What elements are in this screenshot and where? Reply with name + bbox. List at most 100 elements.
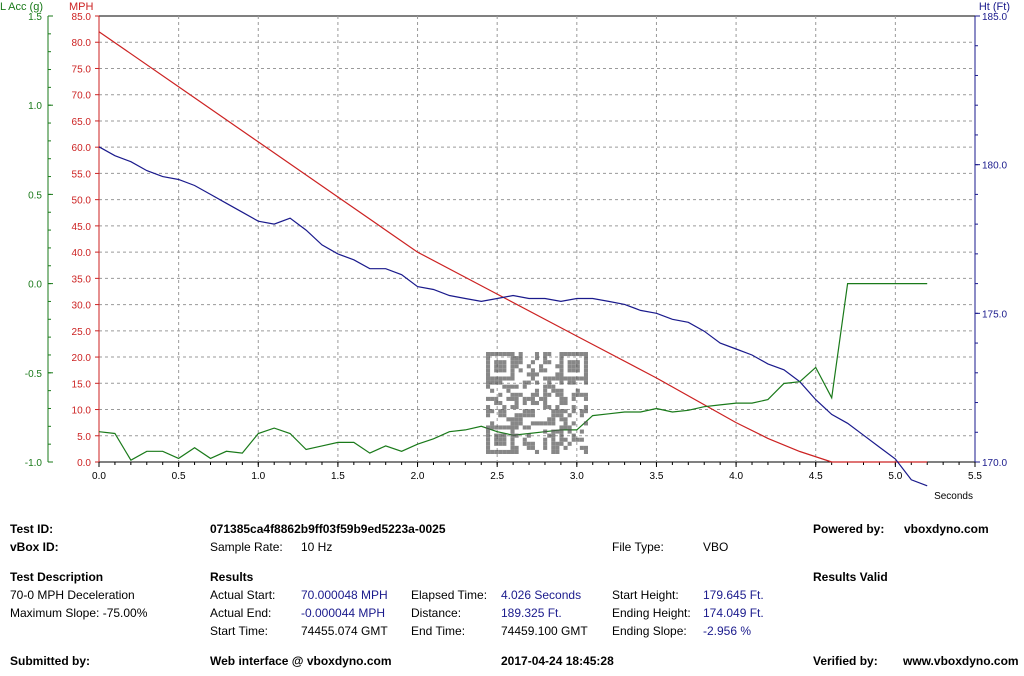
- qr-module: [486, 384, 491, 389]
- qr-module: [486, 352, 491, 357]
- qr-module: [539, 364, 544, 369]
- qr-module: [510, 356, 515, 361]
- qr-module: [526, 380, 531, 385]
- qr-module: [559, 356, 564, 361]
- qr-module: [551, 388, 556, 393]
- qr-module: [583, 449, 588, 454]
- qr-module: [547, 421, 552, 426]
- qr-module: [551, 449, 556, 454]
- qr-module: [494, 433, 499, 438]
- height-tick-label: 180.0: [982, 161, 1007, 172]
- qr-module: [571, 421, 576, 426]
- time-tick-label: 3.0: [570, 471, 584, 482]
- qr-module: [502, 364, 507, 369]
- ending-slope-value: -2.956 %: [703, 624, 752, 638]
- qr-module: [571, 409, 576, 414]
- web-interface-link[interactable]: Web interface @ vboxdyno.com: [210, 654, 392, 668]
- test-id-label: Test ID:: [10, 522, 54, 536]
- qr-module: [539, 396, 544, 401]
- ending-height-label: Ending Height:: [612, 606, 691, 620]
- qr-module: [494, 364, 499, 369]
- sample-rate-value: 10 Hz: [301, 540, 333, 554]
- qr-module: [514, 417, 519, 422]
- qr-module: [563, 417, 568, 422]
- qr-module: [559, 372, 564, 377]
- qr-module: [514, 400, 519, 406]
- qr-module: [583, 380, 588, 385]
- qr-module: [547, 380, 552, 385]
- qr-module: [498, 400, 503, 406]
- qr-module: [510, 445, 515, 450]
- qr-module: [534, 392, 540, 397]
- qr-module: [563, 376, 568, 381]
- qr-module: [526, 372, 531, 377]
- qr-module: [486, 429, 491, 434]
- qr-module: [490, 421, 495, 426]
- qr-module: [494, 437, 499, 442]
- qr-module: [559, 380, 564, 385]
- qr-module: [510, 396, 515, 401]
- qr-module: [543, 400, 548, 406]
- report-timestamp: 2017-04-24 18:45:28: [501, 654, 614, 668]
- powered-by-label: Powered by:: [813, 522, 885, 536]
- qr-module: [506, 417, 511, 422]
- qr-module: [486, 356, 491, 361]
- qr-module: [510, 421, 515, 426]
- qr-module: [494, 380, 499, 385]
- qr-module: [494, 368, 499, 373]
- qr-module: [575, 376, 580, 381]
- qr-module: [530, 372, 535, 377]
- qr-module: [498, 437, 503, 442]
- qr-module: [543, 384, 548, 389]
- qr-module: [510, 449, 515, 454]
- qr-module: [551, 409, 556, 414]
- qr-module: [543, 352, 548, 357]
- qr-module: [498, 368, 503, 373]
- qr-module: [575, 352, 580, 357]
- qr-module: [498, 441, 503, 446]
- qr-module: [514, 384, 519, 389]
- plot-area: [98, 15, 976, 463]
- time-tick-label: 5.0: [888, 471, 902, 482]
- qr-module: [514, 445, 519, 450]
- acc-axis: -1.0 -0.5 0.0 0.5 1.0 1.5: [25, 12, 53, 469]
- qr-module: [583, 376, 588, 381]
- time-tick-label: 0.5: [172, 471, 186, 482]
- qr-module: [579, 376, 584, 381]
- qr-module: [567, 429, 572, 434]
- qr-module: [502, 449, 507, 454]
- qr-module: [498, 433, 503, 438]
- qr-module: [510, 368, 515, 373]
- qr-module: [522, 441, 527, 446]
- file-type-label: File Type:: [612, 540, 664, 554]
- qr-module: [514, 413, 519, 418]
- qr-module: [579, 437, 584, 442]
- qr-module: [514, 449, 519, 454]
- start-height-label: Start Height:: [612, 588, 679, 602]
- qr-module: [494, 400, 499, 406]
- qr-module: [563, 400, 568, 406]
- qr-module: [506, 396, 511, 401]
- qr-module: [506, 449, 511, 454]
- qr-module: [502, 384, 507, 389]
- qr-module: [534, 352, 540, 357]
- qr-module: [575, 368, 580, 373]
- qr-module: [571, 433, 576, 438]
- verified-by-value[interactable]: www.vboxdyno.com: [903, 654, 1019, 668]
- qr-module: [563, 421, 568, 426]
- powered-by-value[interactable]: vboxdyno.com: [904, 522, 989, 536]
- qr-module: [543, 388, 548, 393]
- results-valid: Results Valid: [813, 570, 888, 584]
- qr-module: [530, 396, 535, 401]
- qr-module: [522, 384, 527, 389]
- mph-tick-label: 25.0: [72, 327, 92, 338]
- start-time-label: Start Time:: [210, 624, 269, 638]
- actual-end-value: -0.000044 MPH: [301, 606, 386, 620]
- qr-module: [506, 388, 511, 393]
- qr-module: [518, 360, 523, 365]
- qr-module: [490, 449, 495, 454]
- qr-module: [555, 413, 560, 418]
- qr-module: [498, 409, 503, 414]
- qr-module: [510, 405, 515, 410]
- qr-module: [530, 441, 535, 446]
